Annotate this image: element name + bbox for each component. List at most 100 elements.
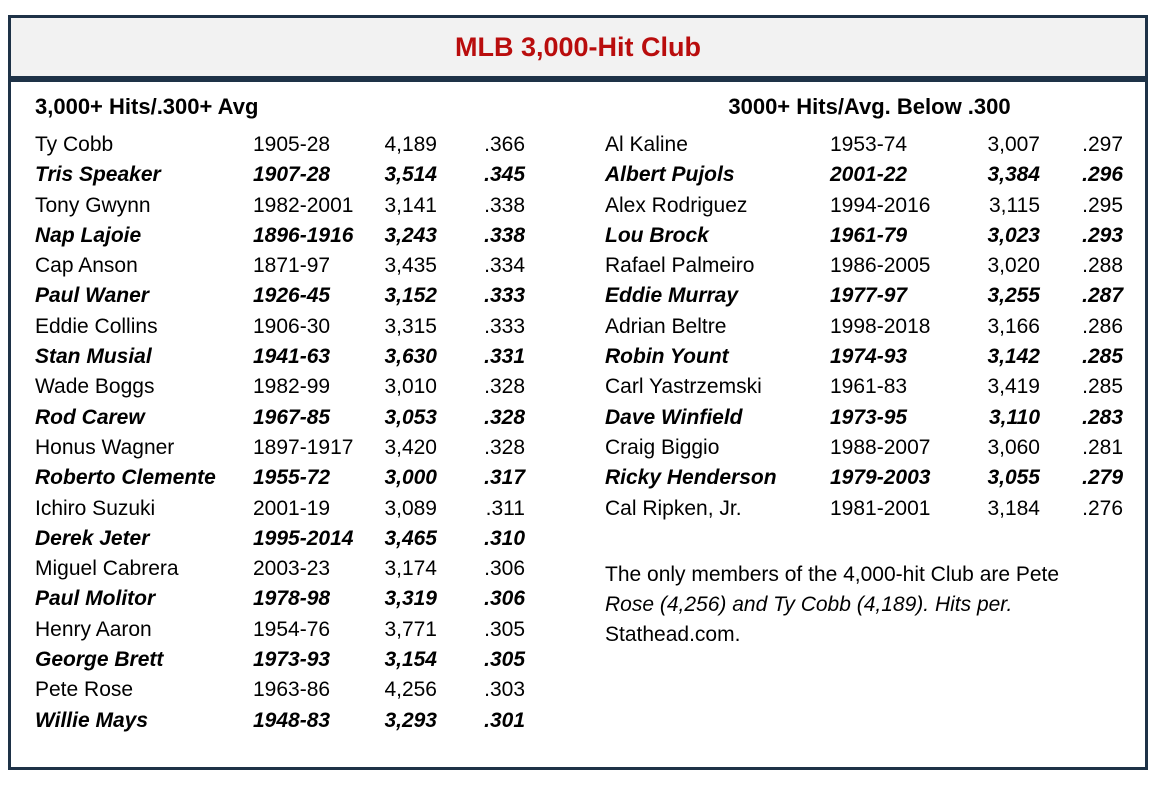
years-cell: 1961-79 — [830, 223, 908, 247]
table-row: Wade Boggs 1982-99 3,010 .328 — [35, 372, 525, 402]
player-name-cell: Willie Mays — [35, 708, 149, 732]
table-row: Lou Brock 1961-79 3,023 .293 — [605, 221, 1134, 251]
player-name-cell: Robin Yount — [605, 345, 729, 369]
hits-cell: 3,053 — [384, 405, 437, 429]
player-name-cell: Eddie Collins — [35, 314, 158, 338]
hits-cell: 3,514 — [384, 163, 437, 187]
years-cell: 1897-1917 — [253, 435, 354, 459]
hits-cell: 3,435 — [384, 254, 437, 278]
years-cell: 1954-76 — [253, 617, 331, 641]
hits-cell: 3,020 — [987, 254, 1040, 278]
player-name-cell: Alex Rodriguez — [605, 193, 748, 217]
hits-cell: 3,419 — [987, 375, 1040, 399]
avg-cell: .338 — [484, 223, 525, 247]
hits-cell: 3,023 — [987, 223, 1040, 247]
table-row: Ichiro Suzuki 2001-19 3,089 .311 — [35, 494, 525, 524]
avg-cell: .288 — [1082, 254, 1123, 278]
years-cell: 1982-2001 — [253, 193, 354, 217]
avg-cell: .305 — [484, 648, 525, 672]
player-name-cell: Cal Ripken, Jr. — [605, 496, 742, 520]
table-row: Tris Speaker 1907-28 3,514 .345 — [35, 160, 525, 190]
avg-cell: .310 — [484, 526, 525, 550]
avg-cell: .338 — [484, 193, 525, 217]
table-row: Al Kaline 1953-74 3,007 .297 — [605, 130, 1134, 160]
table-row: Tony Gwynn 1982-2001 3,141 .338 — [35, 191, 525, 221]
hits-cell: 4,189 — [384, 133, 437, 156]
hits-cell: 3,630 — [384, 345, 437, 369]
hits-cell: 3,771 — [384, 617, 437, 641]
player-name-cell: Wade Boggs — [35, 375, 155, 399]
years-cell: 1981-2001 — [830, 496, 931, 520]
hits-cell: 3,293 — [384, 708, 437, 732]
hits-cell: 3,010 — [384, 375, 437, 399]
avg-cell: .331 — [484, 345, 525, 369]
years-cell: 1982-99 — [253, 375, 331, 399]
years-cell: 2003-23 — [253, 557, 331, 581]
player-name-cell: Dave Winfield — [605, 405, 743, 429]
avg-cell: .306 — [484, 587, 525, 611]
years-cell: 1994-2016 — [830, 193, 931, 217]
player-name-cell: Henry Aaron — [35, 617, 152, 641]
table-row: Eddie Collins 1906-30 3,315 .333 — [35, 312, 525, 342]
avg-cell: .285 — [1082, 345, 1123, 369]
left-table-rows: Ty Cobb 1905-28 4,189 .366 Tris Speaker 1907-… — [35, 130, 525, 736]
player-name-cell: Rod Carew — [35, 405, 145, 429]
years-cell: 1967-85 — [253, 405, 331, 429]
hits-cell: 3,007 — [987, 133, 1040, 156]
right-table-rows: Al Kaline 1953-74 3,007 .297 Albert Pujols 20… — [605, 130, 1134, 524]
right-table-header: 3000+ Hits/Avg. Below .300 — [728, 94, 1011, 119]
hits-cell: 3,255 — [987, 284, 1040, 308]
avg-cell: .333 — [484, 284, 525, 308]
table-row: Miguel Cabrera 2003-23 3,174 .306 — [35, 554, 525, 584]
years-cell: 1973-95 — [830, 405, 908, 429]
hits-cell: 3,174 — [384, 557, 437, 581]
years-cell: 1953-74 — [830, 133, 908, 156]
table-row: Cal Ripken, Jr. 1981-2001 3,184 .276 — [605, 494, 1134, 524]
avg-cell: .297 — [1082, 133, 1123, 156]
left-table: 3,000+ Hits/.300+ Avg Ty Cobb 1905-28 4,18… — [35, 90, 525, 736]
table-row: Derek Jeter 1995-2014 3,465 .310 — [35, 524, 525, 554]
years-cell: 1871-97 — [253, 254, 331, 278]
hits-cell: 3,420 — [384, 435, 437, 459]
player-name-cell: Ricky Henderson — [605, 466, 777, 490]
years-cell: 1979-2003 — [830, 466, 931, 490]
avg-cell: .287 — [1082, 284, 1123, 308]
avg-cell: .334 — [484, 254, 525, 278]
hits-cell: 3,384 — [987, 163, 1040, 187]
hits-cell: 4,256 — [384, 678, 437, 702]
avg-cell: .333 — [484, 314, 525, 338]
avg-cell: .296 — [1082, 163, 1123, 187]
avg-cell: .276 — [1082, 496, 1123, 520]
player-name-cell: Paul Molitor — [35, 587, 156, 611]
years-cell: 2001-22 — [830, 163, 908, 187]
hits-cell: 3,166 — [987, 314, 1040, 338]
years-cell: 1963-86 — [253, 678, 331, 702]
hits-cell: 3,141 — [384, 193, 437, 217]
hits-cell: 3,154 — [384, 648, 437, 672]
hits-cell: 3,243 — [384, 223, 437, 247]
player-name-cell: Derek Jeter — [35, 526, 150, 550]
avg-cell: .328 — [484, 405, 525, 429]
footnote: The only members of the 4,000-hit Club a… — [605, 560, 1135, 650]
avg-cell: .303 — [484, 678, 525, 702]
player-name-cell: Miguel Cabrera — [35, 557, 179, 581]
left-table-header: 3,000+ Hits/.300+ Avg — [35, 94, 259, 119]
years-cell: 1978-98 — [253, 587, 331, 611]
years-cell: 1896-1916 — [253, 223, 354, 247]
player-name-cell: Eddie Murray — [605, 284, 739, 308]
years-cell: 1974-93 — [830, 345, 908, 369]
table-row: Honus Wagner 1897-1917 3,420 .328 — [35, 433, 525, 463]
title-bar: MLB 3,000-Hit Club — [8, 15, 1148, 79]
hits-cell: 3,115 — [989, 193, 1040, 217]
avg-cell: .286 — [1082, 314, 1123, 338]
years-cell: 1907-28 — [253, 163, 331, 187]
years-cell: 1998-2018 — [830, 314, 931, 338]
page-title: MLB 3,000-Hit Club — [454, 32, 702, 62]
content-panel: 3,000+ Hits/.300+ Avg Ty Cobb 1905-28 4,18… — [8, 79, 1148, 770]
years-cell: 1948-83 — [253, 708, 331, 732]
hits-cell: 3,319 — [384, 587, 437, 611]
avg-cell: .328 — [484, 435, 525, 459]
avg-cell: .285 — [1082, 375, 1123, 399]
table-row: Ricky Henderson 1979-2003 3,055 .279 — [605, 463, 1134, 493]
hits-cell: 3,465 — [384, 526, 437, 550]
